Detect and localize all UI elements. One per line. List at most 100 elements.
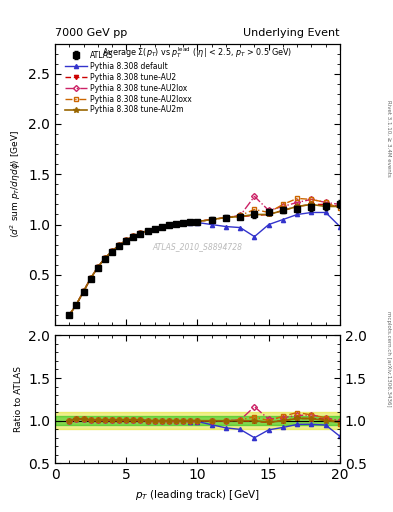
Pythia 8.308 tune-AU2loxx (152, 225, 157, 231)
Pythia 8.308 default (117, 242, 121, 248)
Pythia 8.308 default (67, 312, 72, 318)
Pythia 8.308 tune-AU2loxx (88, 275, 93, 282)
Pythia 8.308 tune-AU2lox (74, 302, 79, 308)
Pythia 8.308 tune-AU2lox (181, 220, 185, 226)
Pythia 8.308 tune-AU2loxx (103, 255, 107, 261)
Pythia 8.308 tune-AU2lox (174, 221, 178, 227)
Pythia 8.308 tune-AU2m (209, 217, 214, 223)
Pythia 8.308 tune-AU2lox (195, 219, 200, 225)
Pythia 8.308 tune-AU2 (252, 212, 257, 219)
Pythia 8.308 tune-AU2loxx (266, 209, 271, 216)
Pythia 8.308 tune-AU2lox (145, 227, 150, 233)
Pythia 8.308 tune-AU2loxx (131, 233, 136, 239)
Pythia 8.308 default (281, 217, 285, 223)
Pythia 8.308 tune-AU2loxx (188, 219, 193, 225)
Pythia 8.308 tune-AU2lox (295, 199, 299, 205)
Y-axis label: Ratio to ATLAS: Ratio to ATLAS (14, 367, 23, 432)
Pythia 8.308 tune-AU2m (152, 225, 157, 231)
Pythia 8.308 default (209, 222, 214, 228)
Pythia 8.308 tune-AU2m (295, 203, 299, 209)
Pythia 8.308 tune-AU2 (74, 302, 79, 308)
Pythia 8.308 tune-AU2loxx (67, 312, 72, 318)
Pythia 8.308 tune-AU2loxx (160, 224, 164, 230)
Pythia 8.308 tune-AU2m (88, 275, 93, 282)
Pythia 8.308 default (103, 255, 107, 261)
Pythia 8.308 tune-AU2m (81, 288, 86, 294)
Pythia 8.308 tune-AU2loxx (209, 217, 214, 223)
Pythia 8.308 tune-AU2 (281, 207, 285, 214)
Pythia 8.308 tune-AU2m (95, 264, 100, 270)
Pythia 8.308 default (181, 220, 185, 226)
Pythia 8.308 tune-AU2 (103, 255, 107, 261)
Pythia 8.308 tune-AU2loxx (252, 206, 257, 212)
Pythia 8.308 tune-AU2loxx (295, 196, 299, 202)
Pythia 8.308 tune-AU2 (338, 203, 342, 209)
Pythia 8.308 tune-AU2 (67, 312, 72, 318)
Pythia 8.308 tune-AU2 (110, 248, 114, 254)
Pythia 8.308 tune-AU2 (295, 203, 299, 209)
Pythia 8.308 default (138, 230, 143, 236)
Pythia 8.308 default (74, 302, 79, 308)
Pythia 8.308 tune-AU2 (152, 225, 157, 231)
Pythia 8.308 tune-AU2 (124, 237, 129, 243)
Pythia 8.308 tune-AU2loxx (338, 205, 342, 211)
Pythia 8.308 default (152, 225, 157, 231)
Pythia 8.308 tune-AU2lox (338, 201, 342, 207)
Pythia 8.308 tune-AU2 (238, 214, 242, 220)
Pythia 8.308 default (238, 224, 242, 230)
Pythia 8.308 tune-AU2m (67, 312, 72, 318)
Pythia 8.308 tune-AU2m (195, 219, 200, 225)
Pythia 8.308 tune-AU2lox (167, 222, 171, 228)
Pythia 8.308 tune-AU2m (281, 207, 285, 214)
Text: 7000 GeV pp: 7000 GeV pp (55, 28, 127, 38)
Pythia 8.308 tune-AU2lox (209, 217, 214, 223)
Legend: ATLAS, Pythia 8.308 default, Pythia 8.308 tune-AU2, Pythia 8.308 tune-AU2lox, Py: ATLAS, Pythia 8.308 default, Pythia 8.30… (62, 48, 195, 118)
Pythia 8.308 tune-AU2loxx (174, 221, 178, 227)
Pythia 8.308 default (88, 275, 93, 282)
Pythia 8.308 tune-AU2lox (103, 255, 107, 261)
Pythia 8.308 tune-AU2lox (266, 207, 271, 214)
Pythia 8.308 tune-AU2loxx (238, 212, 242, 219)
Pythia 8.308 tune-AU2lox (81, 288, 86, 294)
Pythia 8.308 tune-AU2m (117, 242, 121, 248)
Line: Pythia 8.308 tune-AU2m: Pythia 8.308 tune-AU2m (66, 202, 343, 318)
Pythia 8.308 default (124, 237, 129, 243)
Pythia 8.308 tune-AU2loxx (281, 201, 285, 207)
Pythia 8.308 tune-AU2lox (124, 237, 129, 243)
Line: Pythia 8.308 tune-AU2: Pythia 8.308 tune-AU2 (67, 202, 342, 317)
Line: Pythia 8.308 tune-AU2lox: Pythia 8.308 tune-AU2lox (67, 195, 342, 317)
Pythia 8.308 tune-AU2lox (131, 233, 136, 239)
Pythia 8.308 tune-AU2m (74, 302, 79, 308)
Pythia 8.308 tune-AU2m (266, 211, 271, 218)
Pythia 8.308 tune-AU2 (266, 211, 271, 218)
Pythia 8.308 tune-AU2loxx (181, 220, 185, 226)
Pythia 8.308 tune-AU2m (167, 222, 171, 228)
Pythia 8.308 tune-AU2loxx (81, 288, 86, 294)
Pythia 8.308 tune-AU2 (188, 219, 193, 225)
Pythia 8.308 tune-AU2loxx (309, 196, 314, 202)
Pythia 8.308 default (266, 222, 271, 228)
Pythia 8.308 default (95, 264, 100, 270)
Pythia 8.308 tune-AU2 (181, 220, 185, 226)
Pythia 8.308 default (295, 211, 299, 218)
Line: Pythia 8.308 tune-AU2loxx: Pythia 8.308 tune-AU2loxx (67, 196, 342, 317)
Pythia 8.308 tune-AU2m (338, 203, 342, 209)
Pythia 8.308 tune-AU2 (95, 264, 100, 270)
Pythia 8.308 tune-AU2m (188, 219, 193, 225)
Pythia 8.308 tune-AU2lox (95, 264, 100, 270)
Pythia 8.308 default (224, 224, 228, 230)
Pythia 8.308 tune-AU2lox (160, 224, 164, 230)
Pythia 8.308 tune-AU2loxx (145, 227, 150, 233)
Pythia 8.308 tune-AU2loxx (167, 222, 171, 228)
Pythia 8.308 tune-AU2m (160, 224, 164, 230)
Pythia 8.308 default (323, 209, 328, 216)
Pythia 8.308 default (131, 233, 136, 239)
Y-axis label: $\langle d^{2}$ sum $p_{T}/d\eta d\phi\rangle$ [GeV]: $\langle d^{2}$ sum $p_{T}/d\eta d\phi\r… (8, 130, 23, 239)
Pythia 8.308 tune-AU2lox (309, 196, 314, 202)
Text: Average $\Sigma(p_T)$ vs $p_T^{\rm lead}$ ($|\eta|$ < 2.5, $p_T$ > 0.5 GeV): Average $\Sigma(p_T)$ vs $p_T^{\rm lead}… (103, 45, 292, 60)
Pythia 8.308 default (167, 222, 171, 228)
Pythia 8.308 tune-AU2m (131, 233, 136, 239)
Pythia 8.308 tune-AU2m (309, 201, 314, 207)
Pythia 8.308 tune-AU2m (110, 248, 114, 254)
Pythia 8.308 tune-AU2lox (252, 194, 257, 200)
